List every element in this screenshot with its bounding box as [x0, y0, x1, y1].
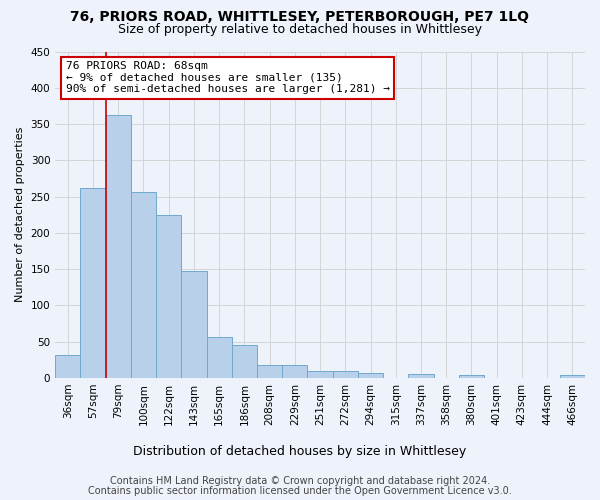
Bar: [459, 375, 484, 378]
Bar: [232, 346, 257, 378]
Bar: [257, 365, 282, 378]
Bar: [80, 188, 106, 378]
Bar: [181, 270, 206, 378]
Bar: [560, 375, 585, 378]
Bar: [206, 336, 232, 378]
Bar: [282, 365, 307, 378]
Bar: [156, 215, 181, 378]
Text: 76, PRIORS ROAD, WHITTLESEY, PETERBOROUGH, PE7 1LQ: 76, PRIORS ROAD, WHITTLESEY, PETERBOROUG…: [71, 10, 530, 24]
Text: Size of property relative to detached houses in Whittlesey: Size of property relative to detached ho…: [118, 22, 482, 36]
Bar: [332, 371, 358, 378]
Text: Contains public sector information licensed under the Open Government Licence v3: Contains public sector information licen…: [88, 486, 512, 496]
Bar: [55, 355, 80, 378]
Y-axis label: Number of detached properties: Number of detached properties: [15, 127, 25, 302]
Bar: [358, 373, 383, 378]
Text: Contains HM Land Registry data © Crown copyright and database right 2024.: Contains HM Land Registry data © Crown c…: [110, 476, 490, 486]
Bar: [409, 374, 434, 378]
Text: 76 PRIORS ROAD: 68sqm
← 9% of detached houses are smaller (135)
90% of semi-deta: 76 PRIORS ROAD: 68sqm ← 9% of detached h…: [66, 62, 390, 94]
Bar: [307, 371, 332, 378]
Bar: [131, 192, 156, 378]
Bar: [106, 116, 131, 378]
Text: Distribution of detached houses by size in Whittlesey: Distribution of detached houses by size …: [133, 444, 467, 458]
